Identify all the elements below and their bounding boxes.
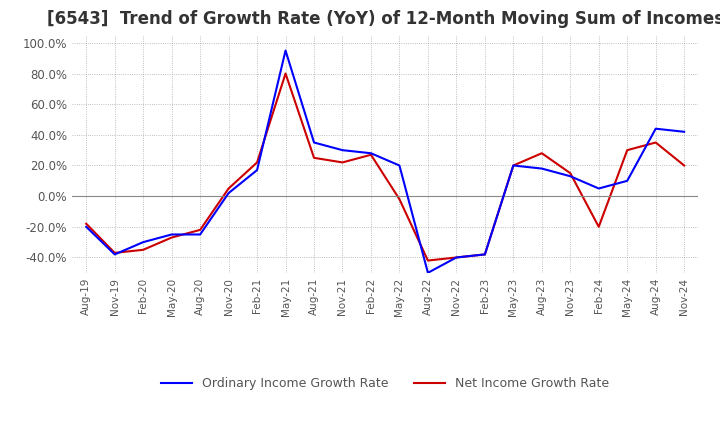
Ordinary Income Growth Rate <box>395 163 404 168</box>
Ordinary Income Growth Rate <box>282 48 290 53</box>
Net Income Growth Rate <box>82 221 91 227</box>
Net Income Growth Rate <box>537 150 546 156</box>
Legend: Ordinary Income Growth Rate, Net Income Growth Rate: Ordinary Income Growth Rate, Net Income … <box>161 377 609 390</box>
Ordinary Income Growth Rate <box>452 255 461 260</box>
Ordinary Income Growth Rate <box>423 270 432 275</box>
Net Income Growth Rate <box>680 163 688 168</box>
Net Income Growth Rate <box>253 160 261 165</box>
Title: [6543]  Trend of Growth Rate (YoY) of 12-Month Moving Sum of Incomes: [6543] Trend of Growth Rate (YoY) of 12-… <box>47 10 720 28</box>
Net Income Growth Rate <box>509 163 518 168</box>
Ordinary Income Growth Rate <box>139 239 148 245</box>
Ordinary Income Growth Rate <box>225 191 233 196</box>
Net Income Growth Rate <box>196 227 204 232</box>
Ordinary Income Growth Rate <box>566 174 575 179</box>
Ordinary Income Growth Rate <box>310 140 318 145</box>
Net Income Growth Rate <box>623 147 631 153</box>
Net Income Growth Rate <box>139 247 148 253</box>
Net Income Growth Rate <box>225 186 233 191</box>
Net Income Growth Rate <box>423 258 432 263</box>
Ordinary Income Growth Rate <box>680 129 688 134</box>
Net Income Growth Rate <box>480 252 489 257</box>
Ordinary Income Growth Rate <box>509 163 518 168</box>
Ordinary Income Growth Rate <box>338 147 347 153</box>
Line: Ordinary Income Growth Rate: Ordinary Income Growth Rate <box>86 51 684 273</box>
Ordinary Income Growth Rate <box>595 186 603 191</box>
Ordinary Income Growth Rate <box>537 166 546 171</box>
Ordinary Income Growth Rate <box>480 252 489 257</box>
Net Income Growth Rate <box>595 224 603 229</box>
Ordinary Income Growth Rate <box>253 168 261 173</box>
Ordinary Income Growth Rate <box>110 252 119 257</box>
Net Income Growth Rate <box>282 71 290 76</box>
Net Income Growth Rate <box>566 171 575 176</box>
Net Income Growth Rate <box>338 160 347 165</box>
Ordinary Income Growth Rate <box>366 150 375 156</box>
Line: Net Income Growth Rate: Net Income Growth Rate <box>86 73 684 260</box>
Ordinary Income Growth Rate <box>623 178 631 183</box>
Ordinary Income Growth Rate <box>82 224 91 229</box>
Ordinary Income Growth Rate <box>196 232 204 237</box>
Net Income Growth Rate <box>452 255 461 260</box>
Ordinary Income Growth Rate <box>652 126 660 132</box>
Net Income Growth Rate <box>310 155 318 161</box>
Net Income Growth Rate <box>110 250 119 256</box>
Ordinary Income Growth Rate <box>167 232 176 237</box>
Net Income Growth Rate <box>366 152 375 158</box>
Net Income Growth Rate <box>395 197 404 202</box>
Net Income Growth Rate <box>167 235 176 240</box>
Net Income Growth Rate <box>652 140 660 145</box>
